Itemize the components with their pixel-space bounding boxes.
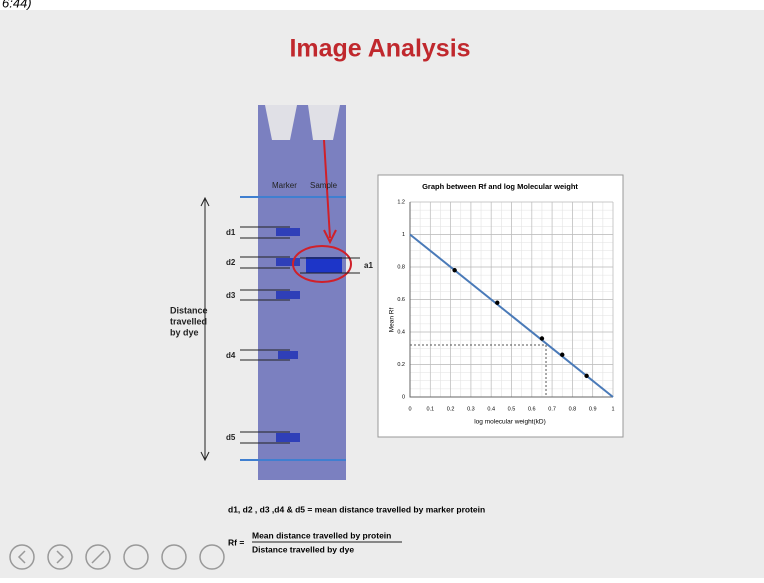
page: 6:44) Image Analysis Marker Sample d1 d2… — [0, 0, 764, 578]
y-tick-label: 0.8 — [397, 264, 405, 270]
point — [560, 353, 564, 357]
dye-label: Distance — [170, 305, 208, 315]
distance-label: d1 — [226, 228, 236, 237]
x-tick-label: 0.1 — [426, 406, 434, 412]
x-tick-label: 1 — [611, 406, 614, 412]
footnote: d1, d2 , d3 ,d4 & d5 = mean distance tra… — [228, 504, 485, 514]
point — [495, 301, 499, 305]
x-tick-label: 0.8 — [569, 406, 577, 412]
point — [540, 336, 544, 340]
x-tick-label: 0.6 — [528, 406, 536, 412]
x-tick-label: 0.3 — [467, 406, 475, 412]
y-tick-label: 0.4 — [397, 329, 405, 335]
timestamp: 6:44) — [2, 0, 32, 10]
y-tick-label: 0.6 — [397, 297, 405, 303]
formula-lhs: Rf = — [228, 537, 244, 547]
lane-label: Sample — [310, 181, 338, 190]
x-tick-label: 0 — [408, 406, 411, 412]
y-tick-label: 1.2 — [397, 199, 405, 205]
distance-label: d2 — [226, 258, 236, 267]
x-tick-label: 0.7 — [548, 406, 556, 412]
y-axis-label: Mean Rf — [389, 308, 396, 333]
point — [452, 268, 456, 272]
point — [584, 374, 588, 378]
dye-label: travelled — [170, 316, 207, 326]
sample-label: a1 — [364, 261, 373, 270]
x-axis-label: log molecular weight(kD) — [474, 419, 546, 426]
formula-denominator: Distance travelled by dye — [252, 544, 354, 554]
x-tick-label: 0.4 — [487, 406, 495, 412]
lane-label: Marker — [272, 181, 297, 190]
distance-label: d4 — [226, 351, 236, 360]
sample-band — [306, 257, 342, 273]
gel — [258, 105, 346, 480]
y-tick-label: 1 — [402, 232, 405, 238]
distance-label: d3 — [226, 291, 236, 300]
y-tick-label: 0 — [402, 394, 405, 400]
x-tick-label: 0.2 — [447, 406, 455, 412]
x-tick-label: 0.9 — [589, 406, 597, 412]
formula-numerator: Mean distance travelled by protein — [252, 530, 391, 540]
slide-title: Image Analysis — [289, 35, 470, 63]
chart-title: Graph between Rf and log Molecular weigh… — [422, 182, 578, 191]
distance-label: d5 — [226, 433, 236, 442]
y-tick-label: 0.2 — [397, 362, 405, 368]
dye-label: by dye — [170, 327, 199, 337]
x-tick-label: 0.5 — [508, 406, 516, 412]
